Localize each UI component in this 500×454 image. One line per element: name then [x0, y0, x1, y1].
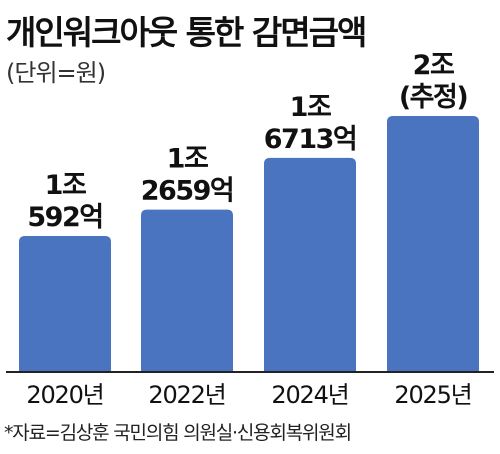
data-label: 2659억: [141, 176, 234, 207]
bar-2022: [141, 209, 233, 371]
data-label: 6713억: [264, 124, 357, 155]
x-tick-label: 2025년: [394, 381, 471, 409]
x-tick-labels-group: 2020년 2022년 2024년 2025년: [26, 381, 472, 409]
data-label: 1조: [290, 92, 331, 123]
data-label: 592억: [27, 202, 102, 233]
bars-group: [19, 116, 479, 371]
x-tick-label: 2024년: [271, 381, 348, 409]
chart-title: 개인워크아웃 통한 감면금액: [6, 13, 367, 52]
data-label: 2조: [413, 50, 454, 81]
data-label: 1조: [167, 144, 208, 175]
source-note: *자료=김상훈 국민의힘 의원실·신용회복위원회: [4, 422, 352, 444]
unit-label: (단위=원): [6, 59, 106, 87]
x-tick-label: 2020년: [26, 381, 103, 409]
bar-2020: [19, 235, 111, 371]
data-label: (추정): [399, 82, 468, 113]
bar-2024: [264, 157, 356, 371]
x-tick-label: 2022년: [148, 381, 225, 409]
data-label: 1조: [45, 170, 86, 201]
bar-2025: [387, 116, 479, 371]
